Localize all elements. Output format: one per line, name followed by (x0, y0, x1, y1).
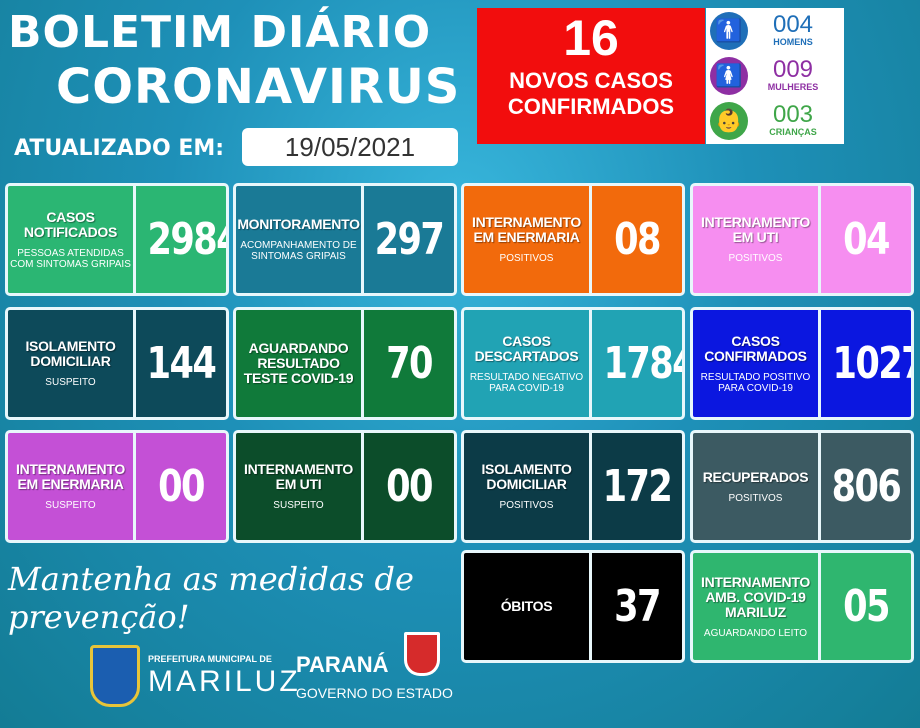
stat-card: CASOS DESCARTADOS RESULTADO NEGATIVO PAR… (461, 307, 685, 420)
prefeitura-label: PREFEITURA MUNICIPAL DE (148, 653, 272, 664)
stat-value: 00 (386, 461, 433, 512)
slogan: Mantenha as medidas de prevenção! (8, 560, 414, 636)
stat-value: 144 (146, 338, 217, 389)
new-cases-label-2: CONFIRMADOS (507, 94, 675, 119)
stat-label-panel: ÓBITOS (464, 553, 592, 660)
parana-sub: GOVERNO DO ESTADO (296, 685, 453, 701)
stat-card: INTERNAMENTO EM ENERMARIA SUSPEITO 00 (5, 430, 229, 543)
man-icon: 🚹 (710, 11, 748, 50)
stat-subtitle: AGUARDANDO LEITO (703, 627, 808, 639)
stat-label-panel: INTERNAMENTO AMB. COVID-19 MARILUZ AGUAR… (693, 553, 821, 660)
stat-label-panel: CASOS DESCARTADOS RESULTADO NEGATIVO PAR… (464, 310, 592, 417)
stat-value: 1027 (832, 338, 911, 389)
stat-value: 806 (831, 461, 902, 512)
demographic-label: CRIANÇAS (769, 127, 817, 137)
prefeitura-logo: PREFEITURA MUNICIPAL DE MARILUZ (90, 645, 301, 707)
woman-icon: 🚺 (710, 56, 748, 95)
stat-value: 172 (602, 461, 673, 512)
stat-subtitle: SUSPEITO (45, 500, 96, 511)
stat-title: CASOS NOTIFICADOS (23, 208, 118, 240)
stat-card: INTERNAMENTO AMB. COVID-19 MARILUZ AGUAR… (690, 550, 914, 663)
title-line-2: CORONAVIRUS (56, 59, 461, 115)
parana-crest-icon (404, 632, 440, 676)
stat-label-panel: INTERNAMENTO EM ENERMARIA SUSPEITO (8, 433, 136, 540)
stat-title: INTERNAMENTO EM UTI (701, 214, 810, 245)
stat-subtitle: PESSOAS ATENDIDAS COM SINTOMAS GRIPAIS (10, 247, 131, 270)
stat-title: INTERNAMENTO EM UTI (244, 461, 353, 492)
stat-title: INTERNAMENTO EM ENERMARIA (16, 461, 125, 492)
parana-logo: PARANÁ GOVERNO DO ESTADO (296, 652, 453, 702)
stat-card: INTERNAMENTO EM UTI SUSPEITO 00 (233, 430, 457, 543)
stat-title: INTERNAMENTO EM ENERMARIA (472, 214, 581, 245)
stat-value: 08 (614, 214, 661, 265)
stat-card: CASOS NOTIFICADOS PESSOAS ATENDIDAS COM … (5, 183, 229, 296)
stat-label-panel: INTERNAMENTO EM UTI SUSPEITO (236, 433, 364, 540)
stat-card: AGUARDANDO RESULTADO TESTE COVID-19 70 (233, 307, 457, 420)
stat-subtitle: POSITIVOS (728, 492, 783, 504)
stat-subtitle: RESULTADO POSITIVO PARA COVID-19 (700, 371, 811, 394)
stat-subtitle: SUSPEITO (45, 377, 96, 388)
demographic-row: 👶 003 CRIANÇAS (706, 98, 844, 143)
stat-title: ISOLAMENTO DOMICILIAR (25, 338, 116, 369)
stat-title: ISOLAMENTO DOMICILIAR (481, 461, 572, 492)
parana-name: PARANÁ (296, 652, 389, 677)
stat-title: ÓBITOS (500, 598, 553, 614)
stat-label-panel: CASOS NOTIFICADOS PESSOAS ATENDIDAS COM … (8, 186, 136, 293)
demographics-box: 🚹 004 HOMENS 🚺 009 MULHERES 👶 003 CRIANÇAS (706, 8, 844, 144)
stat-card: ÓBITOS 37 (461, 550, 685, 663)
stat-subtitle: ACOMPANHAMENTO DE SINTOMAS GRIPAIS (240, 240, 357, 262)
demographic-value: 004 (772, 11, 814, 38)
stat-title: CASOS CONFIRMADOS (704, 332, 807, 364)
stat-title: INTERNAMENTO AMB. COVID-19 MARILUZ (701, 573, 810, 620)
stat-card: ISOLAMENTO DOMICILIAR POSITIVOS 172 (461, 430, 685, 543)
demographic-value: 003 (772, 101, 814, 128)
title-line-1: BOLETIM DIÁRIO (8, 7, 432, 58)
stat-value: 05 (843, 581, 890, 632)
demographic-label: HOMENS (773, 37, 813, 47)
stat-subtitle: SUSPEITO (273, 500, 324, 511)
stat-card: MONITORAMENTO ACOMPANHAMENTO DE SINTOMAS… (233, 183, 457, 296)
stat-label-panel: ISOLAMENTO DOMICILIAR POSITIVOS (464, 433, 592, 540)
updated-label: ATUALIZADO EM: (14, 136, 225, 161)
stat-value: 70 (386, 338, 433, 389)
demographic-row: 🚺 009 MULHERES (706, 53, 844, 98)
stat-card: INTERNAMENTO EM UTI POSITIVOS 04 (690, 183, 914, 296)
stat-label-panel: MONITORAMENTO ACOMPANHAMENTO DE SINTOMAS… (236, 186, 364, 293)
stat-title: AGUARDANDO RESULTADO TESTE COVID-19 (243, 340, 354, 386)
stat-title: CASOS DESCARTADOS (474, 332, 579, 364)
stat-label-panel: INTERNAMENTO EM ENERMARIA POSITIVOS (464, 186, 592, 293)
stat-card: ISOLAMENTO DOMICILIAR SUSPEITO 144 (5, 307, 229, 420)
demographic-label: MULHERES (767, 82, 819, 92)
stat-title: MONITORAMENTO (237, 216, 360, 232)
stat-subtitle: POSITIVOS (499, 253, 554, 264)
new-cases-count: 16 (563, 10, 619, 66)
prefeitura-name: MARILUZ (148, 664, 301, 698)
stat-value: 297 (374, 214, 445, 265)
stat-subtitle: POSITIVOS (499, 500, 554, 511)
stat-subtitle: RESULTADO NEGATIVO PARA COVID-19 (469, 371, 584, 394)
demographic-value: 009 (772, 56, 814, 83)
stat-card: INTERNAMENTO EM ENERMARIA POSITIVOS 08 (461, 183, 685, 296)
stat-subtitle: POSITIVOS (728, 253, 783, 264)
stat-value: 2984 (147, 214, 226, 265)
stat-value: 37 (614, 581, 661, 632)
updated-date: 19/05/2021 (242, 128, 458, 166)
stat-label-panel: RECUPERADOS POSITIVOS (693, 433, 821, 540)
stat-label-panel: AGUARDANDO RESULTADO TESTE COVID-19 (236, 310, 364, 417)
stat-label-panel: INTERNAMENTO EM UTI POSITIVOS (693, 186, 821, 293)
stat-card: CASOS CONFIRMADOS RESULTADO POSITIVO PAR… (690, 307, 914, 420)
stat-value: 00 (158, 461, 205, 512)
stat-label-panel: CASOS CONFIRMADOS RESULTADO POSITIVO PAR… (693, 310, 821, 417)
stat-card: RECUPERADOS POSITIVOS 806 (690, 430, 914, 543)
new-cases-box: 16 NOVOS CASOS CONFIRMADOS (477, 8, 705, 144)
stat-title: RECUPERADOS (702, 468, 809, 485)
stat-value: 04 (843, 214, 890, 265)
new-cases-label-1: NOVOS CASOS (509, 68, 673, 93)
mariluz-crest-icon (90, 645, 140, 707)
baby-icon: 👶 (710, 101, 748, 140)
stat-label-panel: ISOLAMENTO DOMICILIAR SUSPEITO (8, 310, 136, 417)
demographic-row: 🚹 004 HOMENS (706, 8, 844, 53)
stat-value: 1784 (603, 338, 682, 389)
